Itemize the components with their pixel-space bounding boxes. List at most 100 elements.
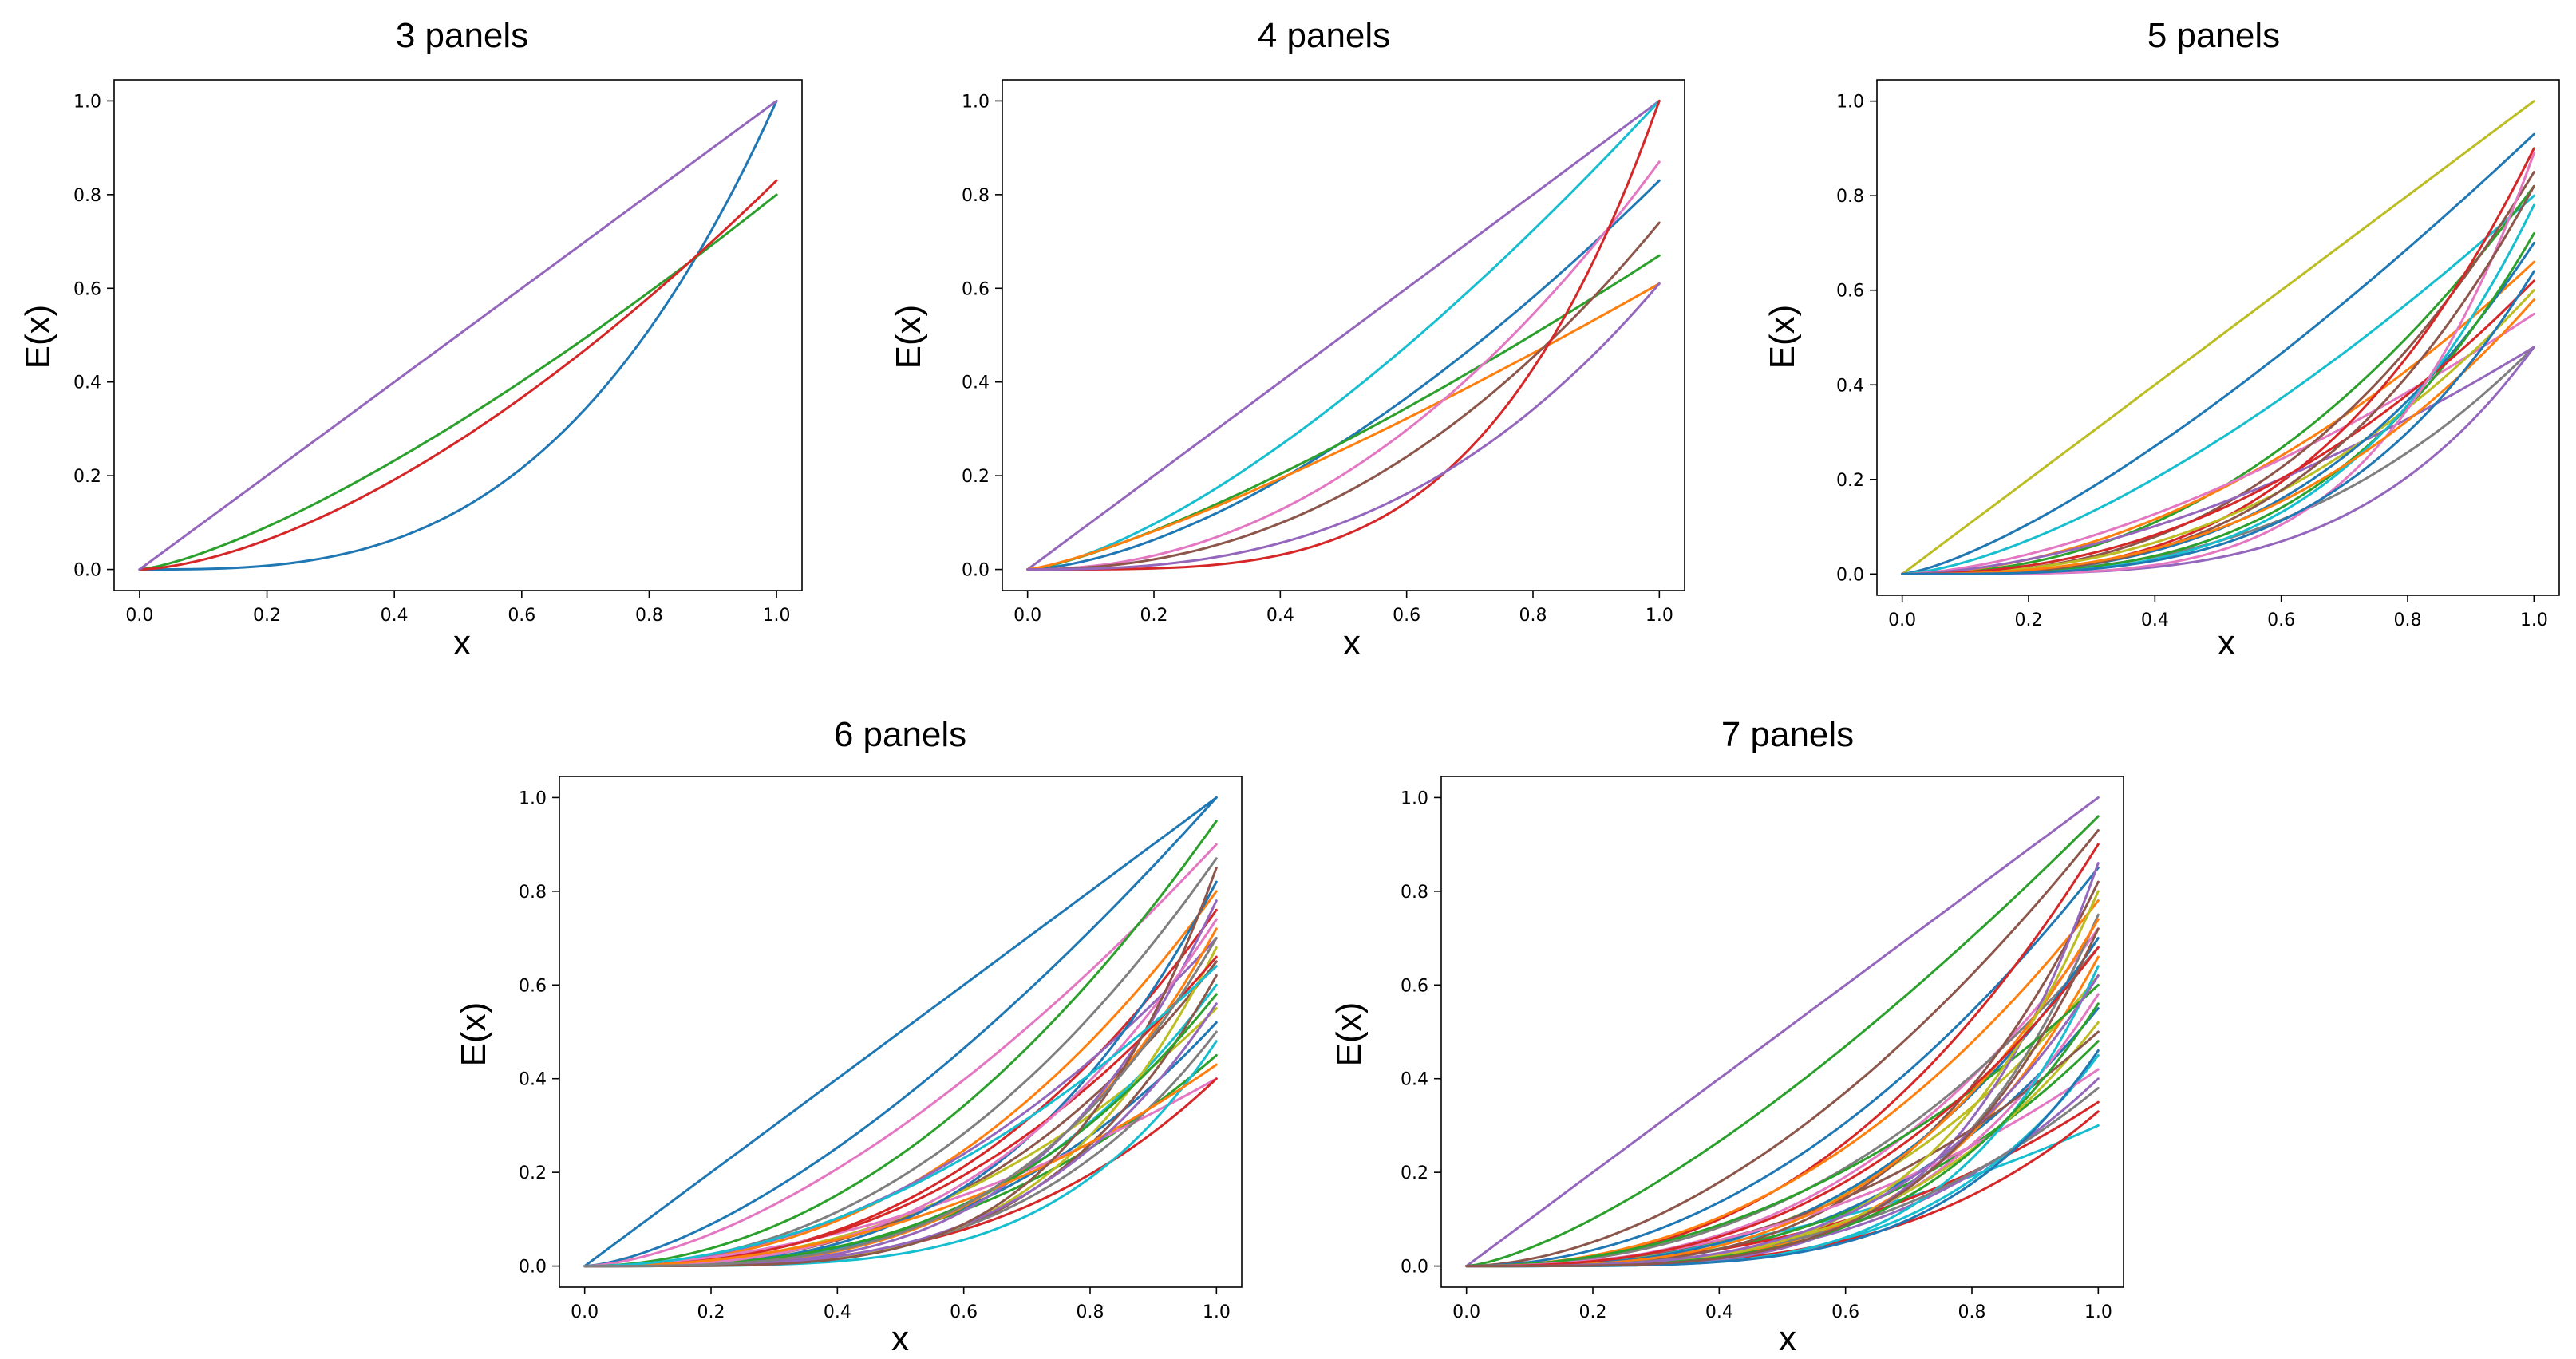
x-tick-label: 0.2 — [1579, 1302, 1607, 1322]
series-line-curve-6 — [1026, 160, 1661, 571]
series-line-curve-17 — [1465, 955, 2100, 1268]
series-line-curve-2 — [1465, 815, 2100, 1268]
y-tick-label: 0.8 — [1836, 187, 1864, 207]
y-axis-label: E(x) — [18, 305, 57, 369]
x-tick-label: 1.0 — [2520, 610, 2548, 630]
series-line-curve-30 — [583, 937, 1218, 1268]
plot-area — [138, 99, 778, 571]
series-line-curve-1 — [1465, 796, 2100, 1268]
ticks: 0.0 0.2 0.4 0.6 0.8 1.0 0.0 0.2 0.4 0.6 0.8 1.0 — [519, 788, 1231, 1322]
plot-area — [1901, 100, 2535, 575]
x-tick-label: 0.4 — [1266, 606, 1294, 626]
series-line-curve-3 — [583, 843, 1218, 1268]
y-tick-label: 0.2 — [1836, 471, 1864, 491]
y-tick-label: 0.2 — [519, 1163, 547, 1183]
series-line-curve-18 — [1901, 184, 2535, 575]
x-tick-label: 1.0 — [2084, 1302, 2112, 1322]
series-line-curve-24 — [1465, 862, 2100, 1268]
series-line-curve-20 — [1901, 270, 2535, 575]
y-tick-label: 0.6 — [1401, 976, 1428, 996]
x-tick-label: 0.8 — [1958, 1302, 1986, 1322]
series-line-curve-6 — [1901, 312, 2535, 575]
x-tick-label: 0.0 — [571, 1302, 599, 1322]
series-line-curve-7 — [583, 908, 1218, 1268]
x-tick-label: 0.0 — [1013, 606, 1041, 626]
series-line-curve-4 — [138, 99, 778, 571]
series-line-curve-6 — [583, 890, 1218, 1268]
series-line-curve-8 — [1026, 99, 1661, 571]
x-tick-label: 0.6 — [950, 1302, 978, 1322]
panel-title: 7 panels — [1721, 715, 1854, 754]
y-tick-label: 0.4 — [962, 373, 990, 393]
series-line-curve-1 — [1026, 99, 1661, 571]
y-tick-label: 1.0 — [519, 788, 547, 808]
y-tick-label: 0.6 — [962, 279, 990, 299]
y-tick-label: 0.0 — [1401, 1258, 1428, 1278]
series-line-curve-5 — [1026, 282, 1661, 571]
y-tick-label: 0.2 — [962, 467, 990, 487]
x-axis-label: x — [891, 1319, 909, 1358]
panel-5: 5 panels x E(x) 0.0 0.2 0.4 0.6 0.8 1.0 0.0 0.2… — [1763, 16, 2560, 662]
axes-frame — [1002, 79, 1685, 591]
y-tick-label: 1.0 — [962, 92, 990, 112]
x-axis-label: x — [1779, 1319, 1796, 1358]
ticks: 0.0 0.2 0.4 0.6 0.8 1.0 0.0 0.2 0.4 0.6 0.8 1.0 — [1836, 93, 2548, 630]
y-tick-label: 0.0 — [73, 561, 101, 581]
series-line-curve-3 — [1026, 179, 1661, 571]
x-tick-label: 0.4 — [2141, 610, 2169, 630]
series-line-curve-9 — [1026, 282, 1661, 571]
series-line-curve-21 — [1465, 937, 2100, 1268]
x-tick-label: 1.0 — [1203, 1302, 1231, 1322]
axes-frame — [1440, 776, 2124, 1288]
y-tick-label: 0.0 — [962, 561, 990, 581]
panel-title: 6 panels — [834, 715, 966, 754]
series-line-curve-22 — [1465, 983, 2100, 1268]
y-tick-label: 0.4 — [73, 373, 101, 393]
x-axis-label: x — [1343, 623, 1361, 662]
series-line-curve-2 — [1901, 132, 2535, 575]
series-line-curve-15 — [1901, 203, 2535, 575]
series-line-curve-2 — [1026, 99, 1661, 571]
series-line-curve-1 — [1901, 100, 2535, 575]
x-tick-label: 0.6 — [1831, 1302, 1859, 1322]
x-tick-label: 0.4 — [381, 606, 409, 626]
series-line-curve-4 — [583, 820, 1218, 1268]
x-tick-label: 0.6 — [1393, 606, 1420, 626]
y-tick-label: 0.6 — [73, 279, 101, 299]
series-line-curve-35 — [1465, 927, 2100, 1268]
x-tick-label: 0.8 — [1519, 606, 1547, 626]
y-tick-label: 0.4 — [1836, 376, 1864, 396]
y-tick-label: 0.6 — [1836, 282, 1864, 302]
panel-6: 6 panels x E(x) 0.0 0.2 0.4 0.6 0.8 1.0 0.0 0.2… — [454, 715, 1243, 1358]
panel-7: 7 panels x E(x) 0.0 0.2 0.4 0.6 0.8 1.0 0.0 0.2… — [1329, 715, 2124, 1358]
panel-title: 4 panels — [1258, 16, 1390, 55]
series-line-curve-2 — [583, 796, 1218, 1268]
y-tick-label: 0.0 — [1836, 565, 1864, 585]
x-axis-label: x — [2218, 623, 2235, 662]
series-line-curve-1 — [138, 99, 778, 571]
x-tick-label: 0.8 — [2394, 610, 2422, 630]
x-tick-label: 0.8 — [1077, 1302, 1104, 1322]
x-tick-label: 0.0 — [125, 606, 153, 626]
panel-4: 4 panels x E(x) 0.0 0.2 0.4 0.6 0.8 1.0 0.0 0.2… — [889, 16, 1685, 662]
series-line-curve-5 — [583, 857, 1218, 1268]
ticks: 0.0 0.2 0.4 0.6 0.8 1.0 0.0 0.2 0.4 0.6 0.8 1.0 — [962, 92, 1673, 626]
series-line-curve-3 — [138, 179, 778, 571]
y-tick-label: 0.0 — [519, 1258, 547, 1278]
axes-frame — [113, 79, 803, 591]
series-line-curve-1 — [583, 796, 1218, 1268]
series-line-curve-7 — [1026, 221, 1661, 571]
x-axis-label: x — [453, 623, 471, 662]
ticks: 0.0 0.2 0.4 0.6 0.8 1.0 0.0 0.2 0.4 0.6 0.8 1.0 — [1401, 788, 2112, 1322]
x-tick-label: 1.0 — [763, 606, 791, 626]
series-line-curve-17 — [583, 899, 1218, 1268]
x-tick-label: 0.0 — [1888, 610, 1916, 630]
series-line-curve-19 — [1901, 298, 2535, 575]
series-line-curve-3 — [1901, 194, 2535, 575]
series-line-curve-29 — [583, 965, 1218, 1268]
y-tick-label: 0.2 — [1401, 1163, 1428, 1183]
y-tick-label: 0.8 — [73, 186, 101, 206]
series-line-curve-2 — [138, 193, 778, 571]
x-tick-label: 1.0 — [1646, 606, 1673, 626]
